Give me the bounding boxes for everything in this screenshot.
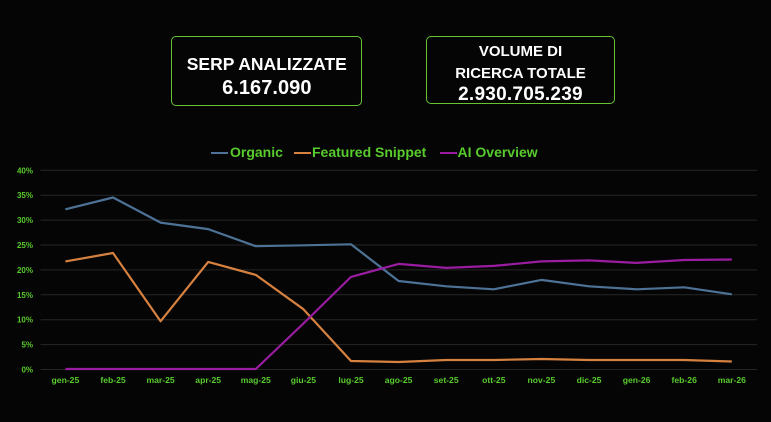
svg-text:set-25: set-25 xyxy=(434,375,459,385)
svg-text:ago-25: ago-25 xyxy=(385,375,413,385)
svg-text:35%: 35% xyxy=(17,191,33,200)
svg-text:40%: 40% xyxy=(17,166,33,175)
svg-text:mar-26: mar-26 xyxy=(718,375,746,385)
svg-text:feb-25: feb-25 xyxy=(100,375,126,385)
svg-text:gen-26: gen-26 xyxy=(623,375,651,385)
svg-text:mar-25: mar-25 xyxy=(147,375,175,385)
svg-text:mag-25: mag-25 xyxy=(241,375,271,385)
svg-text:10%: 10% xyxy=(17,316,33,325)
svg-text:feb-26: feb-26 xyxy=(672,375,698,385)
svg-text:apr-25: apr-25 xyxy=(195,375,221,385)
svg-text:30%: 30% xyxy=(17,216,33,225)
svg-text:20%: 20% xyxy=(17,266,33,275)
svg-text:lug-25: lug-25 xyxy=(338,375,364,385)
svg-text:dic-25: dic-25 xyxy=(577,375,602,385)
svg-text:5%: 5% xyxy=(21,341,33,350)
svg-text:0%: 0% xyxy=(21,366,33,375)
svg-text:ott-25: ott-25 xyxy=(482,375,506,385)
svg-text:15%: 15% xyxy=(17,291,33,300)
svg-text:gen-25: gen-25 xyxy=(52,375,80,385)
svg-text:25%: 25% xyxy=(17,241,33,250)
svg-text:nov-25: nov-25 xyxy=(528,375,556,385)
svg-text:giu-25: giu-25 xyxy=(291,375,317,385)
